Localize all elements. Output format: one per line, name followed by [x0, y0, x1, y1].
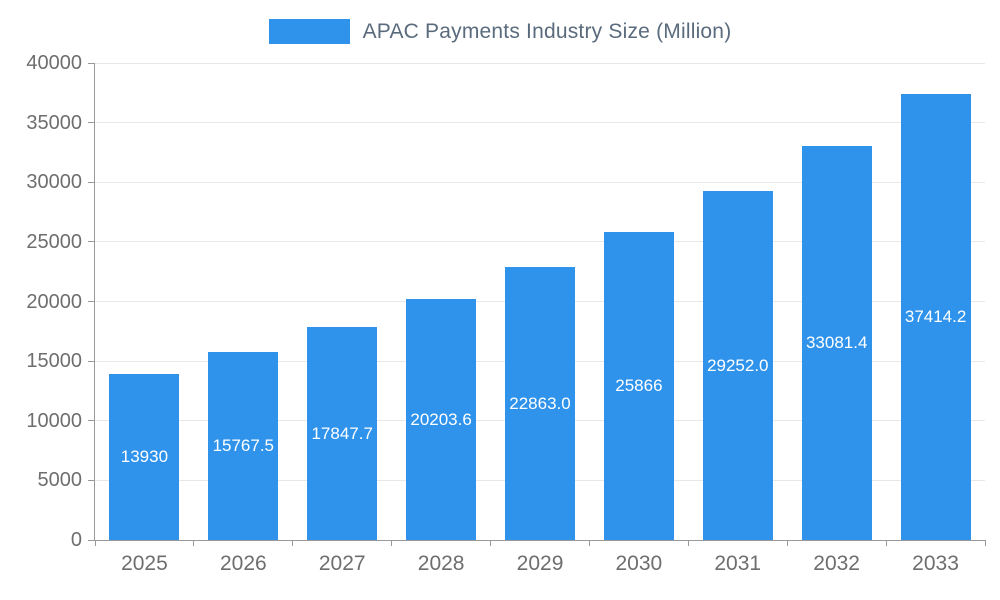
bar[interactable]: 13930 — [109, 373, 180, 540]
x-axis-tick — [193, 540, 195, 546]
y-axis-tick — [88, 420, 94, 422]
y-axis-label: 30000 — [26, 171, 82, 194]
y-axis-label: 0 — [70, 529, 82, 551]
y-axis-tick — [88, 181, 94, 183]
gridline — [95, 122, 985, 124]
chart-title: APAC Payments Industry Size (Million) — [362, 19, 732, 43]
bar-value-label: 29252.0 — [707, 355, 769, 375]
y-axis-label: 35000 — [26, 111, 82, 134]
y-axis-tick — [88, 539, 94, 541]
bar-value-label: 22863.0 — [509, 393, 571, 413]
y-axis-tick — [88, 479, 94, 481]
y-axis-label: 15000 — [26, 350, 82, 373]
bar[interactable]: 37414.2 — [900, 93, 971, 540]
y-axis-tick — [88, 241, 94, 243]
x-axis-label: 2025 — [121, 552, 168, 575]
gridline — [95, 62, 985, 64]
legend-swatch-icon — [268, 19, 350, 44]
y-axis-tick — [88, 122, 94, 124]
x-axis-line — [94, 540, 985, 541]
bar[interactable]: 29252.0 — [702, 191, 773, 540]
bar[interactable]: 22863.0 — [505, 267, 575, 540]
bar[interactable]: 33081.4 — [801, 145, 872, 540]
x-axis-tick — [94, 540, 96, 546]
x-axis-label: 2033 — [912, 552, 959, 575]
x-axis-label: 2029 — [516, 552, 564, 575]
bar-value-label: 17847.7 — [311, 423, 373, 443]
x-axis-label: 2027 — [318, 552, 366, 575]
gridline — [95, 241, 985, 243]
gridline — [95, 181, 985, 183]
x-axis-tick — [885, 540, 887, 546]
bar[interactable]: 17847.7 — [307, 327, 378, 540]
y-axis-tick — [88, 360, 94, 362]
x-axis-tick — [588, 540, 590, 546]
x-axis-tick — [687, 540, 689, 546]
y-axis-label: 10000 — [26, 409, 82, 432]
y-axis-label: 20000 — [26, 290, 82, 313]
x-axis-label: 2028 — [417, 552, 465, 575]
y-axis-label: 5000 — [37, 469, 83, 492]
x-axis-label: 2032 — [813, 552, 860, 575]
bar-value-label: 33081.4 — [805, 332, 868, 352]
bar[interactable]: 25866 — [603, 231, 674, 540]
bar[interactable]: 20203.6 — [406, 299, 477, 540]
x-axis-label: 2026 — [219, 552, 267, 575]
y-axis-label: 25000 — [26, 230, 82, 253]
x-axis-tick — [490, 540, 492, 546]
bar[interactable]: 15767.5 — [208, 352, 279, 540]
chart-legend[interactable]: APAC Payments Industry Size (Million) — [0, 19, 1000, 44]
x-axis-label: 2030 — [615, 552, 663, 575]
y-axis-label: 40000 — [26, 52, 82, 74]
bar-value-label: 37414.2 — [904, 306, 967, 326]
bar-value-label: 25866 — [615, 375, 663, 395]
bar-value-label: 13930 — [120, 446, 169, 466]
y-axis-tick — [88, 62, 94, 64]
x-axis-tick — [786, 540, 788, 546]
bar-value-label: 20203.6 — [410, 409, 472, 429]
y-axis-line — [94, 63, 95, 540]
x-axis-tick — [984, 540, 986, 546]
x-axis-tick — [391, 540, 393, 546]
y-axis-tick — [88, 301, 94, 302]
bar-value-label: 15767.5 — [212, 436, 275, 455]
x-axis-tick — [292, 540, 294, 546]
x-axis-label: 2031 — [714, 552, 762, 575]
